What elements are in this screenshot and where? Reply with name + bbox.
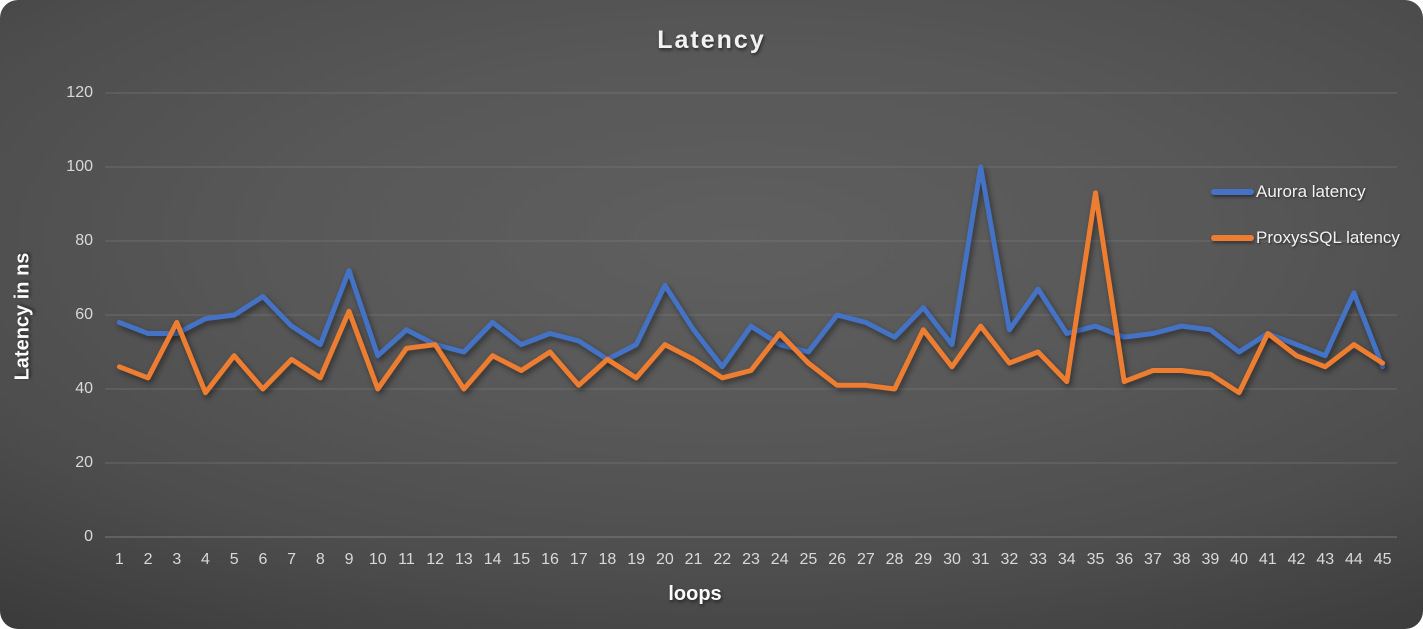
y-tick-label: 120 [66,84,93,101]
series-line-aurora-latency [116,164,1386,370]
legend-item-aurora: Aurora latency [1211,180,1400,203]
x-tick-label: 7 [287,551,297,568]
x-tick-label: 21 [684,551,703,568]
x-tick-label: 15 [512,551,531,568]
x-tick-label: 29 [914,551,933,568]
x-tick-label: 38 [1172,551,1191,568]
x-tick-label: 32 [1000,551,1019,568]
legend-label-aurora: Aurora latency [1256,181,1366,201]
x-tick-label: 11 [398,551,415,568]
x-tick-label: 26 [828,551,847,568]
y-tick-label: 100 [66,158,93,175]
x-tick-label: 30 [943,551,961,568]
x-tick-label: 27 [856,551,875,568]
x-tick-label: 1 [114,551,124,568]
legend-label-proxyssql: ProxysSQL latency [1256,227,1400,247]
x-tick-label: 31 [971,551,990,568]
y-tick-label: 60 [75,306,93,323]
x-tick-label: 19 [627,551,646,568]
x-tick-label: 36 [1115,551,1134,568]
x-tick-label: 18 [598,551,617,568]
x-tick-label: 4 [201,551,210,568]
x-tick-label: 14 [483,551,502,568]
x-tick-label: 33 [1029,551,1047,568]
legend-item-proxyssql: ProxysSQL latency [1211,226,1400,249]
x-tick-label: 16 [541,551,559,568]
x-tick-label: 43 [1316,551,1335,568]
x-tick-label: 20 [655,551,674,568]
x-tick-label: 39 [1201,551,1220,568]
y-tick-label: 20 [75,454,93,471]
x-tick-label: 28 [885,551,904,568]
x-tick-label: 6 [258,551,268,568]
x-tick-label: 41 [1258,551,1277,568]
proxyssql-series-swatch-icon [1211,234,1254,241]
x-tick-label: 9 [344,551,354,568]
legend: Aurora latency ProxysSQL latency [1211,180,1400,272]
x-tick-label: 22 [713,551,732,568]
x-tick-label: 2 [143,551,153,568]
x-tick-label: 34 [1057,551,1076,568]
chart-title: Latency [657,26,766,54]
x-axis-title: loops [668,583,722,605]
x-tick-label: 37 [1144,551,1162,568]
series-line-proxyssql-latency [116,190,1386,396]
x-tick-label: 12 [426,551,445,568]
x-tick-label: 8 [315,551,325,568]
y-tick-label: 80 [75,232,93,249]
x-tick-label: 40 [1230,551,1248,568]
x-tick-label: 24 [770,551,789,568]
x-tick-label: 10 [368,551,387,568]
x-tick-label: 3 [172,551,182,568]
x-tick-label: 42 [1287,551,1306,568]
aurora-series-swatch-icon [1211,188,1254,195]
x-tick-label: 23 [742,551,760,568]
x-tick-label: 13 [454,551,473,568]
y-tick-label: 0 [84,528,93,545]
x-tick-label: 35 [1086,551,1105,568]
x-tick-label: 44 [1345,551,1363,568]
x-tick-label: 45 [1373,551,1392,568]
y-tick-label: 40 [75,380,93,397]
x-tick-label: 5 [229,551,239,568]
x-tick-label: 17 [569,551,588,568]
x-tick-label: 25 [799,551,818,568]
